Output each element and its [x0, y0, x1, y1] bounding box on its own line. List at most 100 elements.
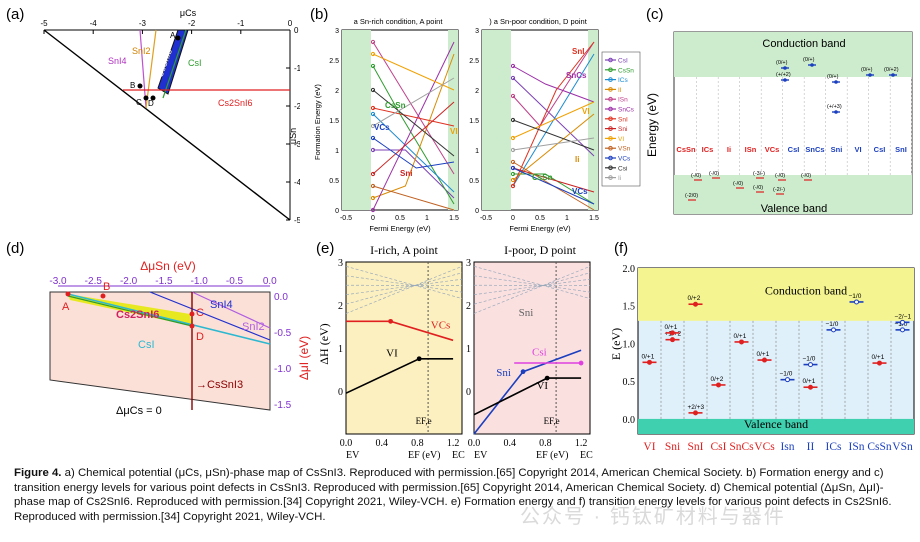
d-xtick-label: -2.5: [85, 276, 103, 287]
f-valence-label: Valence band: [744, 417, 808, 431]
b-ann-vcs: VCs: [374, 123, 390, 132]
b-legend-label: ISn: [618, 97, 628, 104]
e-ytick-label: 1: [338, 344, 343, 355]
b-defect-marker: [510, 165, 516, 171]
b-legend-label: VI: [618, 136, 624, 143]
f-level-label: 0/+1: [642, 353, 655, 360]
panel-e-label: (e): [316, 240, 335, 257]
f-level-label: −2/−1: [895, 313, 912, 320]
f-donor-marker: [762, 357, 767, 363]
c-acceptor-label: (-/0): [709, 171, 719, 177]
b-xtick-label: 0: [511, 215, 515, 222]
d-xtick-label: -0.5: [226, 276, 244, 287]
b-defect-line: [372, 41, 455, 211]
b-ann-vi: VI: [450, 127, 458, 136]
panel-a-chart: -5 -4 -3 -2 -1 0 0 -1 -2 -3 -4 -5 μCs μSn SnI4 SnI…: [40, 8, 300, 225]
b-ytick-label: 1.5: [469, 118, 479, 125]
c-defect-label: SnI: [895, 145, 907, 154]
e-background-line: [345, 275, 463, 293]
b-ytick-label: 1.5: [329, 118, 339, 125]
a-xtick-label: -3: [139, 19, 147, 28]
b-ytick-label: 0.5: [329, 178, 339, 185]
a-xtick-label: -4: [90, 19, 98, 28]
b-defect-line: [512, 41, 595, 187]
c-acceptor-label: (-/0): [691, 173, 701, 179]
b-defect-marker: [370, 63, 376, 69]
d-point-b: [100, 293, 106, 299]
panel-f-chart: E (eV) Conduction band Valence band 0.0 0.5…: [609, 264, 915, 453]
f-level-label: 0/+2: [711, 376, 724, 383]
c-defect-label: VCs: [765, 145, 780, 154]
sni4-label: SnI4: [108, 56, 127, 66]
d-sni4-label: SnI4: [210, 299, 233, 311]
d-label-b: B: [103, 281, 110, 293]
b-defect-marker: [370, 105, 376, 111]
f-level-label: 0/+1: [665, 324, 678, 331]
b-defect-marker: [510, 93, 516, 99]
e-ytick-label: 2: [338, 301, 343, 312]
point-b: [137, 83, 143, 89]
b-ytick-label: 3: [335, 28, 339, 35]
a-ytick-label: -2: [294, 102, 300, 111]
x-axis-label: μCs: [180, 8, 197, 18]
f-defect-label: CsI: [711, 441, 727, 453]
b-legend-marker: [608, 57, 613, 63]
e-ytick-label: 3: [466, 258, 471, 269]
b-defect-marker: [510, 147, 516, 153]
b-defect-line: [372, 107, 455, 127]
sni4-line: [139, 29, 147, 109]
label-b: B: [130, 81, 135, 90]
e-xlabel: EF (eV): [408, 450, 441, 461]
b-defect-marker: [370, 87, 376, 93]
a-ytick-label: -1: [294, 64, 300, 73]
c-acceptor-label: (-/0): [753, 185, 763, 191]
d-point-d: [189, 323, 195, 329]
f-donor-marker: [739, 339, 744, 345]
f-ylabel: E (eV): [609, 328, 623, 360]
c-donor-marker: [810, 63, 814, 67]
b-ytick-label: 3: [475, 28, 479, 35]
y-axis-label: μSn: [288, 128, 298, 144]
b-ytick-label: 0: [335, 208, 339, 215]
b-legend-marker: [608, 67, 613, 73]
panel-c-label: (c): [646, 6, 664, 23]
c-defect-label: ISn: [745, 145, 757, 154]
b-legend-marker: [608, 136, 613, 141]
f-acceptor-marker: [854, 299, 859, 305]
e-left-plot: [345, 261, 463, 435]
b-defect-line: [372, 101, 455, 175]
f-level-label: 0/+1: [757, 351, 770, 358]
d-xtick-label: 0.0: [263, 276, 277, 287]
b-defect-line: [372, 53, 455, 91]
b-ytick-label: 2: [335, 88, 339, 95]
e-xtick-label: 0.0: [468, 438, 481, 449]
b-legend-label: VSn: [618, 146, 631, 153]
sni2-line: [145, 29, 157, 109]
b-defect-marker: [510, 159, 516, 165]
panel-c-chart: Energy (eV) Conduction band Valence band…: [645, 31, 913, 215]
b-defect-marker: [370, 51, 376, 57]
f-acceptor-marker: [900, 327, 905, 333]
e-vi-label: VI: [386, 348, 398, 360]
b-defect-marker: [370, 39, 376, 45]
b-defect-marker: [510, 63, 516, 69]
c-donor-marker: [834, 110, 838, 114]
stability-diagonal: [43, 29, 291, 221]
b-legend-label: VCs: [618, 156, 631, 163]
f-ytick-label: 1.5: [623, 302, 636, 313]
b-ytick-label: 1: [335, 148, 339, 155]
b-defect-marker: [370, 135, 376, 141]
d-csi-label: CsI: [138, 339, 155, 351]
d-ylabel: ΔμI (eV): [297, 336, 311, 380]
e-ec-label: EC: [580, 450, 593, 461]
figure-caption: Figure 4. a) Chemical potential (μCs, μS…: [14, 466, 912, 524]
c-acceptor-label: (-2/-): [773, 187, 785, 193]
caption-lead: Figure 4.: [14, 467, 62, 479]
b-defect-line: [372, 185, 455, 211]
b-ann-cssn: CsSn: [385, 101, 406, 110]
a-xtick-label: 0: [288, 19, 293, 28]
e-vcs-left-marker: [388, 318, 394, 324]
e-background-line: [345, 272, 463, 305]
e-csi-label: Csi: [532, 347, 547, 359]
b-ann-ii: Ii: [575, 155, 579, 164]
